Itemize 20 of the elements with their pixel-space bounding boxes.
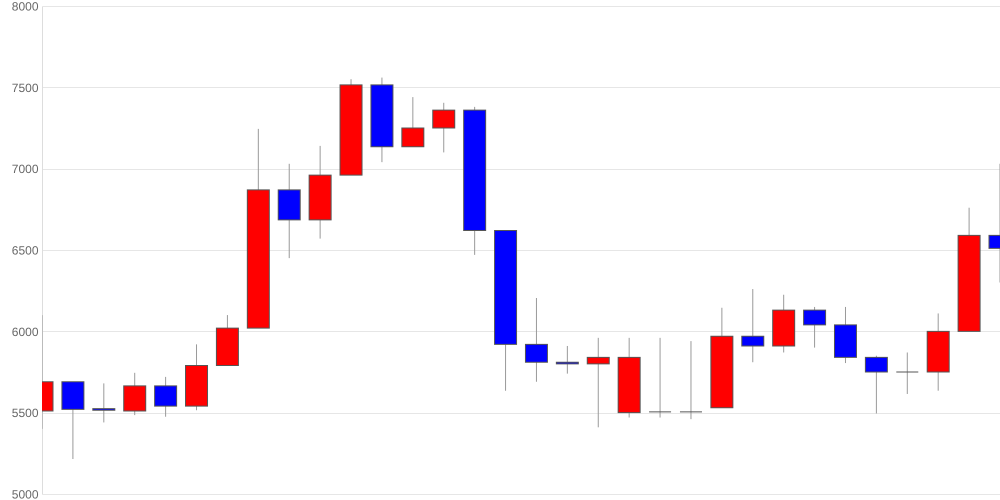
candlestick bbox=[92, 382, 116, 423]
y-tick-label: 6500 bbox=[12, 244, 39, 258]
candlestick bbox=[432, 102, 456, 153]
candlestick bbox=[896, 352, 919, 394]
candlestick bbox=[741, 288, 764, 363]
y-tick-label: 8000 bbox=[12, 0, 39, 14]
y-tick-label: 5000 bbox=[12, 488, 39, 500]
candlestick bbox=[401, 96, 424, 148]
candlestick bbox=[864, 355, 888, 414]
candlestick bbox=[154, 376, 178, 418]
candlestick bbox=[586, 337, 610, 428]
candlestick bbox=[803, 306, 826, 348]
y-tick-label: 5500 bbox=[12, 406, 39, 420]
y-tick-label: 6000 bbox=[12, 324, 39, 339]
candlestick bbox=[556, 345, 579, 374]
candlestick bbox=[524, 297, 548, 382]
y-tick-label: 7000 bbox=[12, 162, 39, 176]
candlestick bbox=[679, 340, 702, 420]
candlestick bbox=[648, 337, 672, 418]
y-tick-label: 7500 bbox=[12, 80, 39, 95]
